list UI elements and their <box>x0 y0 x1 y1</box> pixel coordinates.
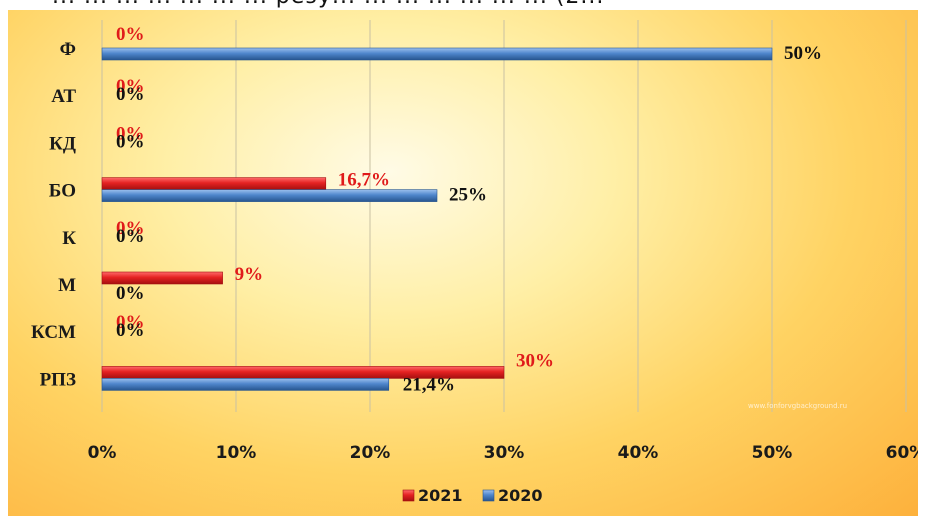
legend-swatch <box>482 489 495 502</box>
watermark: www.fonforvgbackground.ru <box>748 402 847 410</box>
data-label-2020: 0% <box>116 320 145 341</box>
data-label-2020: 50% <box>784 43 822 64</box>
x-tick-label: 10% <box>216 443 257 463</box>
data-label-2021: 0% <box>116 24 145 45</box>
category-labels: Ф АТ КД БО К М КСМ РПЗ <box>31 39 76 390</box>
x-tick-label: 60% <box>886 443 918 463</box>
data-label-2021: 0% <box>116 218 145 239</box>
category-label: АТ <box>51 86 76 107</box>
data-label-2021: 0% <box>116 312 145 333</box>
category-label: КД <box>49 133 76 154</box>
chart-panel: Ф АТ КД БО К М КСМ РПЗ 0% 50% 0% 0% 0% 0% 16,7% 25% 0% 0… <box>8 10 918 516</box>
data-label-2021: 9% <box>235 264 264 285</box>
category-label: РПЗ <box>40 369 76 390</box>
bar-2020 <box>101 378 390 391</box>
bar-2021 <box>101 177 327 190</box>
data-label-2020: 21,4% <box>403 374 455 395</box>
cropped-header-text: ... ... ... ... ... ... ... резу... ... … <box>0 0 930 12</box>
x-tick-label: 20% <box>350 443 391 463</box>
data-label-2021: 16,7% <box>338 170 390 191</box>
data-label-2020: 0% <box>116 226 145 247</box>
legend-label: 2020 <box>498 486 543 505</box>
bar-2020 <box>101 189 438 202</box>
data-label-2020: 25% <box>449 185 487 206</box>
bars <box>101 47 773 391</box>
data-label-2021: 0% <box>116 76 145 97</box>
bar-2021 <box>101 271 223 285</box>
category-label: К <box>62 228 76 249</box>
data-label-2020: 0% <box>116 84 145 105</box>
x-tick-labels: 0% 10% 20% 30% 40% 50% 60% <box>88 443 918 463</box>
category-label: КСМ <box>31 322 76 343</box>
category-label: БО <box>49 181 76 202</box>
bar-2020 <box>101 47 773 61</box>
data-label-2020: 0% <box>116 283 145 304</box>
legend-swatch <box>402 489 415 502</box>
data-label-2021: 0% <box>116 123 145 144</box>
data-label-2020: 0% <box>116 131 145 152</box>
legend: 2021 2020 <box>402 486 543 505</box>
x-tick-label: 40% <box>618 443 659 463</box>
data-label-2021: 30% <box>516 350 554 371</box>
x-tick-label: 0% <box>88 443 117 463</box>
category-label: М <box>58 275 76 296</box>
data-labels: 0%50%0%0%0%0%16,7%25%0%0%9%0%0%0%30%21,4… <box>116 24 822 395</box>
header-text: ... ... ... ... ... ... ... резу... ... … <box>52 0 604 9</box>
category-label: Ф <box>60 39 76 60</box>
gridlines <box>101 20 907 412</box>
legend-label: 2021 <box>418 486 463 505</box>
x-tick-label: 50% <box>752 443 793 463</box>
x-tick-label: 30% <box>484 443 525 463</box>
